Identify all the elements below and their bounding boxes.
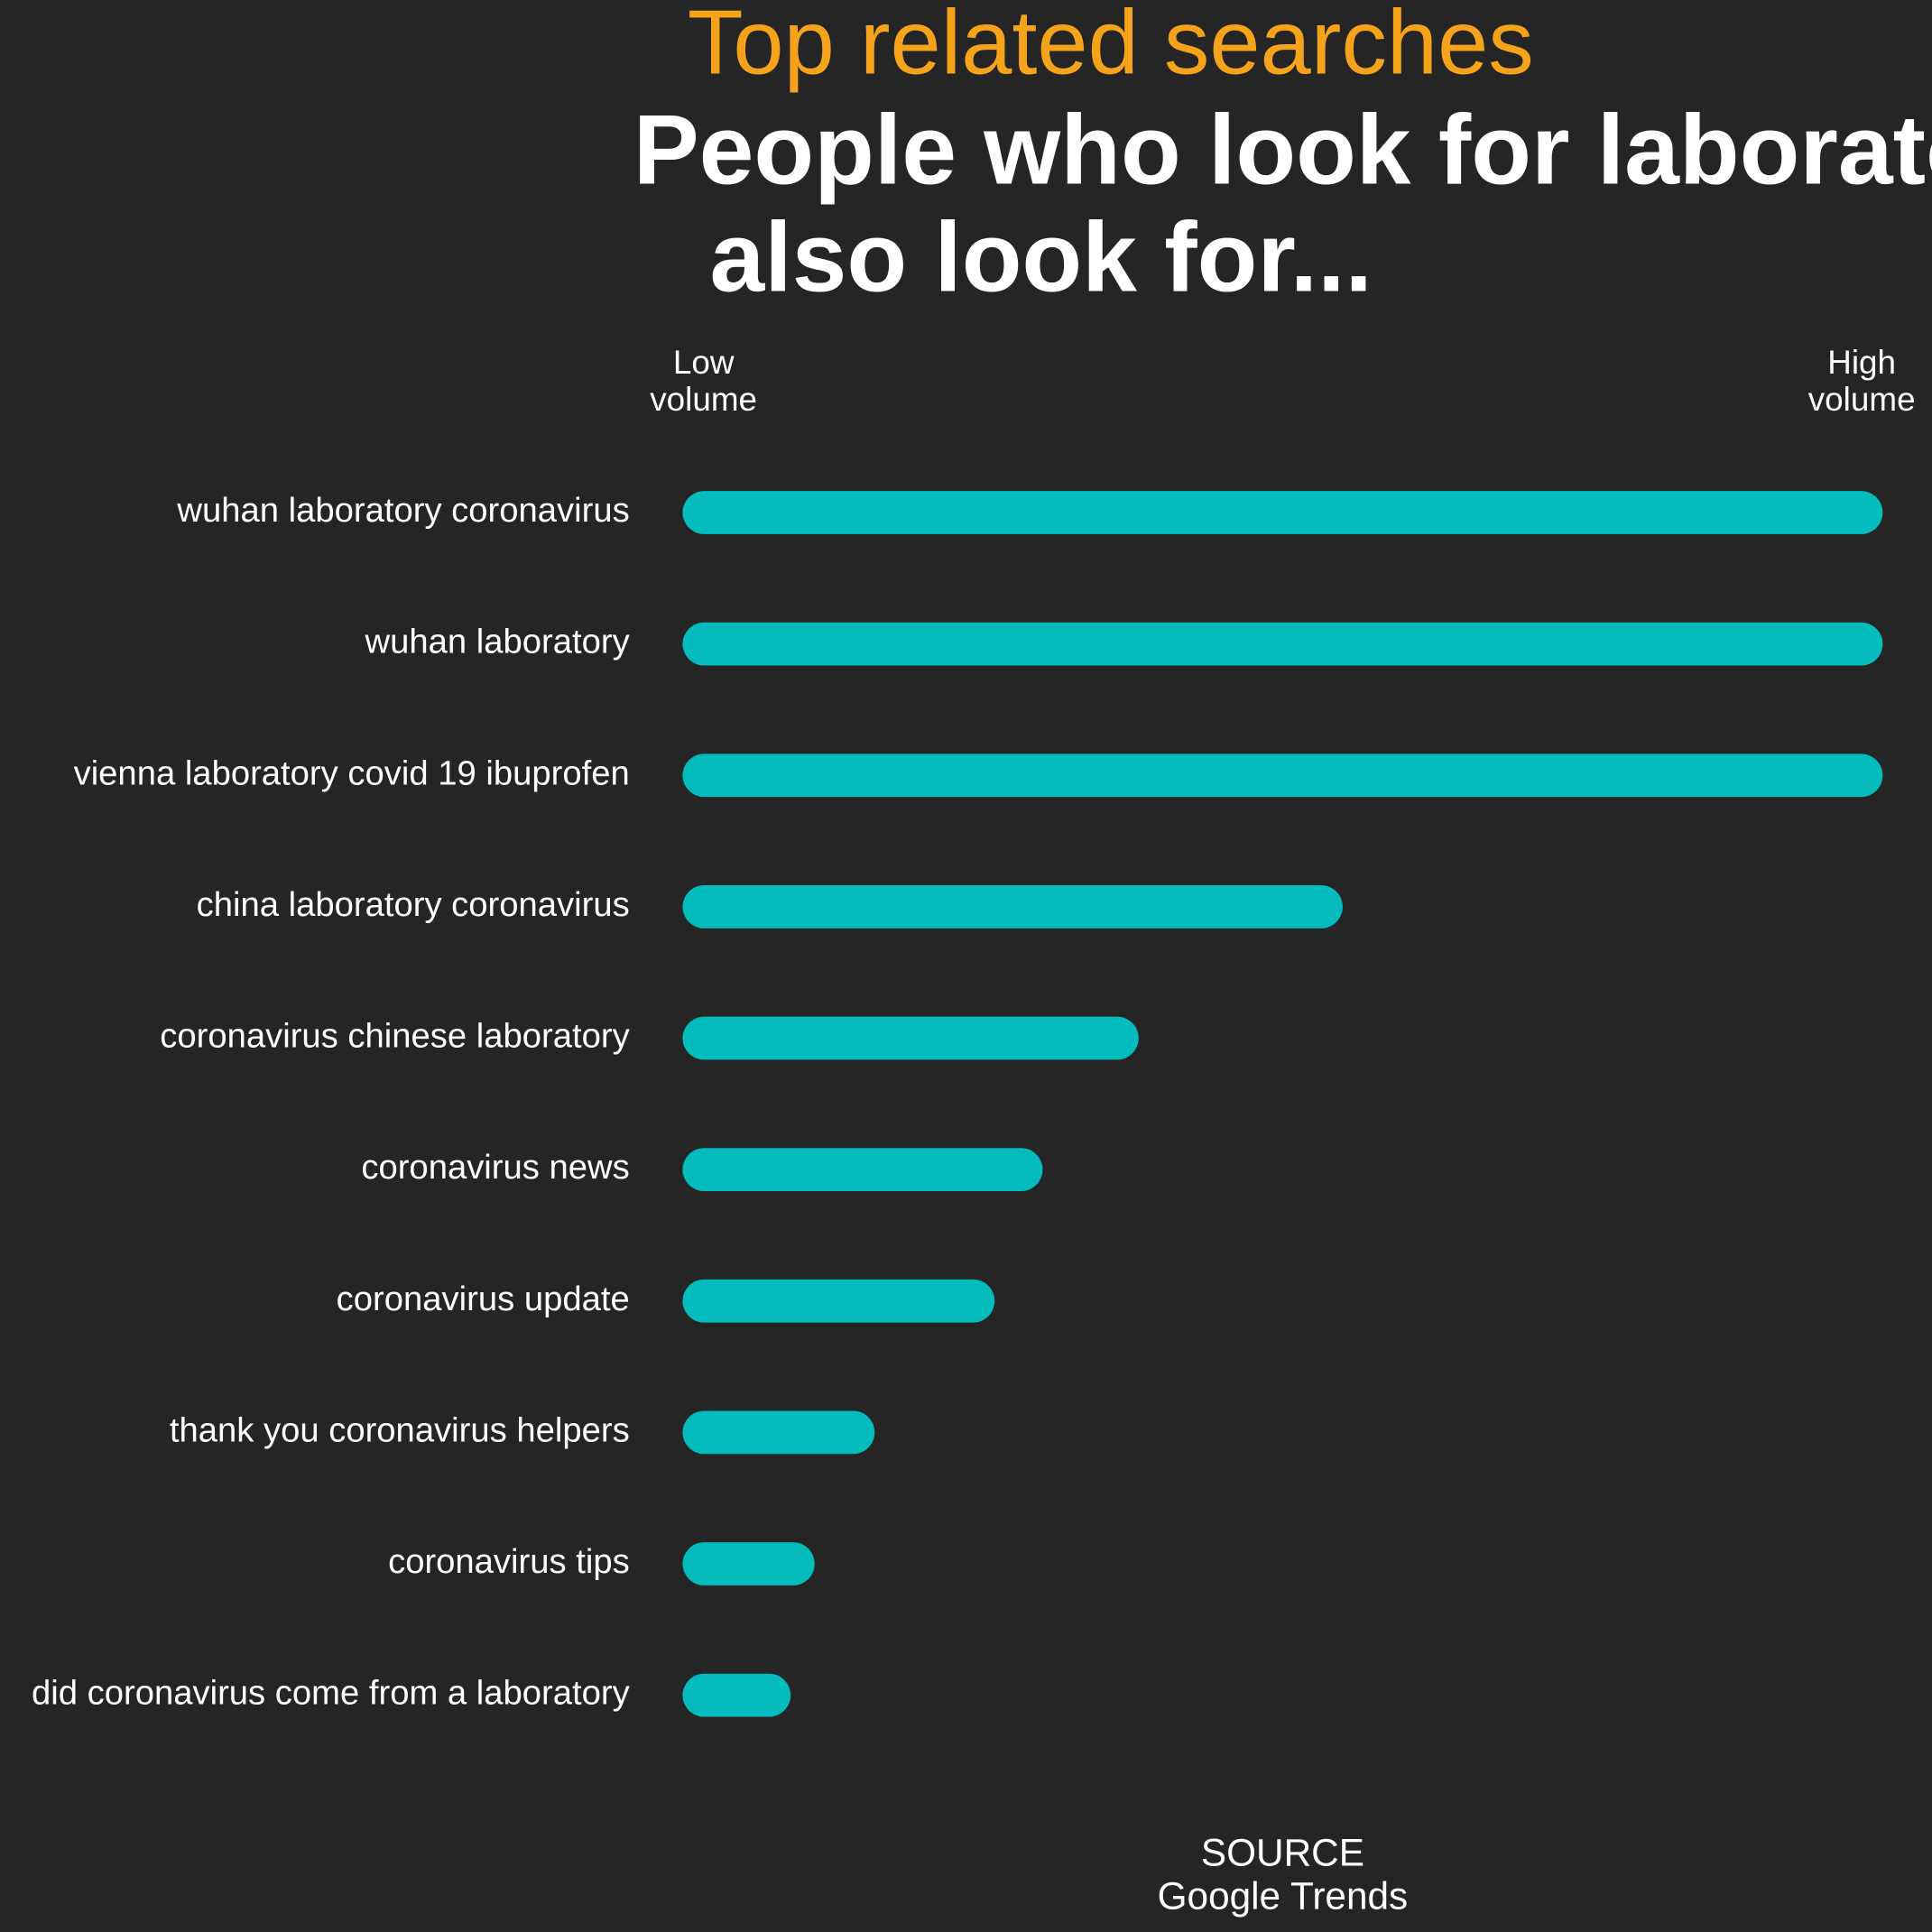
category-label: did coronavirus come from a laboratory [32,1674,631,1713]
chart-title: Top related searches [688,0,1534,93]
category-label: wuhan laboratory [365,623,631,661]
category-label: coronavirus tips [388,1542,630,1581]
category-label: coronavirus news [361,1148,629,1187]
source-text: Google Trends [1158,1874,1409,1917]
category-label: thank you coronavirus helpers [170,1410,630,1449]
source-label: SOURCE [1201,1832,1364,1874]
category-label: china laboratory coronavirus [197,885,630,924]
bar [682,1016,1139,1060]
category-label: coronavirus chinese laboratory [160,1017,630,1056]
bar [682,491,1883,534]
bar [682,1410,875,1455]
low-label: volume [650,381,757,418]
bar [682,1279,995,1323]
category-label: coronavirus update [337,1280,630,1318]
bar [682,753,1883,798]
chart-subtitle: also look for... [709,202,1372,312]
bar [682,1673,791,1717]
chart-subtitle: People who look for laborato [633,96,1932,206]
high-label: High [1827,344,1896,381]
low-label: Low [673,344,735,381]
high-label: volume [1808,381,1916,418]
bar [682,622,1883,666]
bar [682,884,1343,929]
category-label: vienna laboratory covid 19 ibuprofen [74,753,630,792]
category-label: wuhan laboratory coronavirus [176,491,629,530]
bar [682,1148,1043,1192]
bar [682,1542,815,1585]
